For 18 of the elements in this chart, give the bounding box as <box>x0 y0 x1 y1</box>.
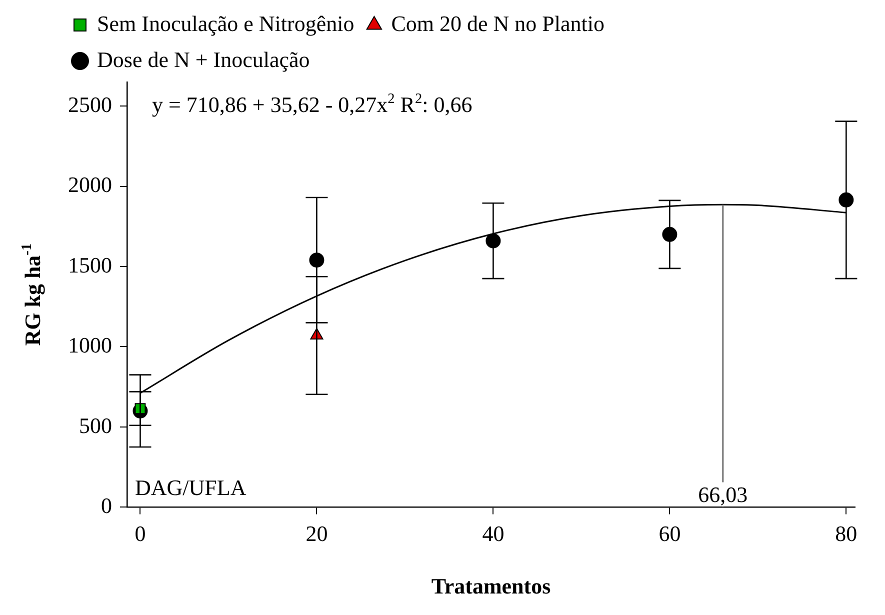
y-tick-label: 2000 <box>68 172 112 198</box>
x-tick-label: 0 <box>134 521 146 546</box>
x-axis-title: Tratamentos <box>431 573 552 598</box>
legend-label: Com 20 de N no Plantio <box>391 10 604 36</box>
y-tick-label: 1500 <box>68 252 112 278</box>
y-tick-label: 0 <box>101 492 112 518</box>
y-tick-label: 2500 <box>68 92 112 117</box>
y-axis-title: RG kg ha-1 <box>19 243 45 346</box>
annotation: DAG/UFLA <box>135 475 246 500</box>
legend-label: Dose de N + Inoculação <box>97 46 310 72</box>
annotation: 66,03 <box>698 482 748 508</box>
y-tick-label: 1000 <box>68 332 112 358</box>
x-tick-label: 60 <box>658 521 681 546</box>
x-tick-label: 80 <box>835 521 858 546</box>
y-tick-label: 500 <box>79 412 112 438</box>
x-tick-label: 20 <box>306 521 328 546</box>
x-tick-label: 40 <box>482 521 504 546</box>
legend-label: Sem Inoculação e Nitrogênio <box>97 10 354 36</box>
